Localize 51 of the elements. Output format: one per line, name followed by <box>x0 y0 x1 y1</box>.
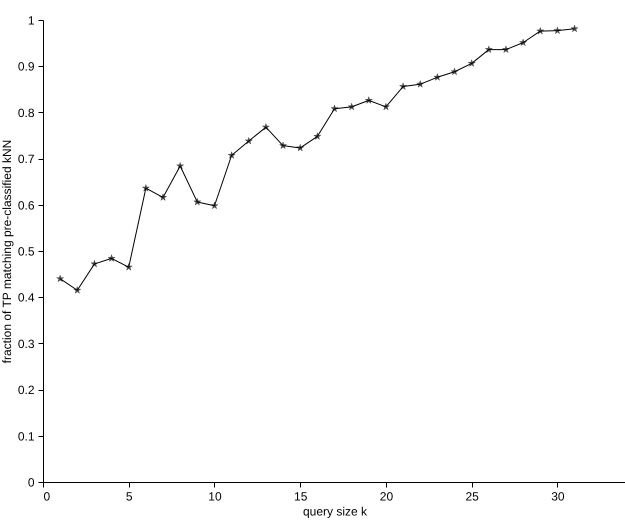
point <box>519 38 527 46</box>
point <box>108 254 116 262</box>
y-tick-label: 0 <box>28 476 35 490</box>
point <box>468 59 476 67</box>
point <box>244 137 253 144</box>
point <box>124 263 133 270</box>
y-tick-label: 1 <box>28 14 35 28</box>
point <box>314 132 322 140</box>
point <box>330 104 338 112</box>
x-tick-label: 0 <box>44 490 50 504</box>
point <box>296 144 304 152</box>
x-tick-label: 20 <box>380 490 394 504</box>
x-tick-label: 25 <box>465 490 480 504</box>
y-tick-label: 0.7 <box>18 152 35 166</box>
point <box>450 68 458 75</box>
x-tick-label: 5 <box>126 490 133 504</box>
point <box>348 102 356 110</box>
point <box>279 142 287 149</box>
point <box>74 286 82 294</box>
x-tick-label: 30 <box>551 490 565 504</box>
point <box>382 102 390 110</box>
x-tick-label: 15 <box>294 490 308 504</box>
point <box>262 123 270 130</box>
x-axis-title: query size k <box>302 504 368 518</box>
y-tick-label: 0.9 <box>18 60 35 74</box>
y-axis-title: fraction of TP matching pre-classified kNN <box>0 140 14 364</box>
y-tick-label: 0.4 <box>18 290 35 305</box>
point <box>176 162 184 170</box>
y-tick-label: 0.1 <box>18 429 35 444</box>
point <box>570 24 578 32</box>
point <box>536 27 544 34</box>
point <box>56 274 64 282</box>
y-tick-label: 0.8 <box>18 106 35 120</box>
point <box>399 82 407 90</box>
point <box>228 151 236 159</box>
point <box>159 193 167 201</box>
point <box>485 46 493 53</box>
y-tick-label: 0.2 <box>18 383 35 398</box>
point <box>434 73 442 81</box>
point <box>210 202 218 209</box>
point <box>90 260 98 268</box>
y-tick-label: 0.5 <box>18 244 35 258</box>
y-tick-label: 0.3 <box>18 336 35 351</box>
point <box>365 96 373 104</box>
point <box>502 46 510 53</box>
x-tick-label: 10 <box>208 490 222 504</box>
y-tick-label: 0.6 <box>18 198 35 212</box>
point <box>142 184 150 192</box>
point <box>416 80 424 88</box>
point <box>554 26 562 34</box>
point <box>194 198 202 206</box>
